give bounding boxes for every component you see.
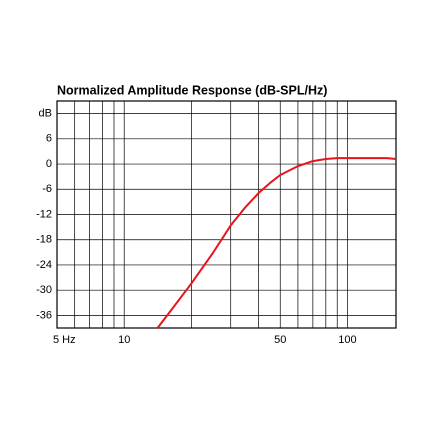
y-tick-label: -12 (36, 208, 52, 220)
x-tick-label: 100 (338, 334, 356, 346)
x-tick-label: 50 (274, 334, 286, 346)
response-curve (156, 157, 397, 329)
y-tick-label: -6 (42, 183, 52, 195)
plot-frame (56, 100, 397, 329)
chart-title: Normalized Amplitude Response (dB-SPL/Hz… (57, 83, 327, 97)
y-tick-label: -24 (36, 259, 52, 271)
x-tick-label: 10 (118, 334, 130, 346)
y-tick-label: 0 (46, 158, 52, 170)
y-tick-label: -18 (36, 234, 52, 246)
x-tick-label: 5 Hz (53, 334, 76, 346)
y-tick-label: dB (39, 108, 52, 120)
y-tick-label: -36 (36, 309, 52, 321)
y-tick-label: 6 (46, 133, 52, 145)
y-tick-label: -30 (36, 284, 52, 296)
